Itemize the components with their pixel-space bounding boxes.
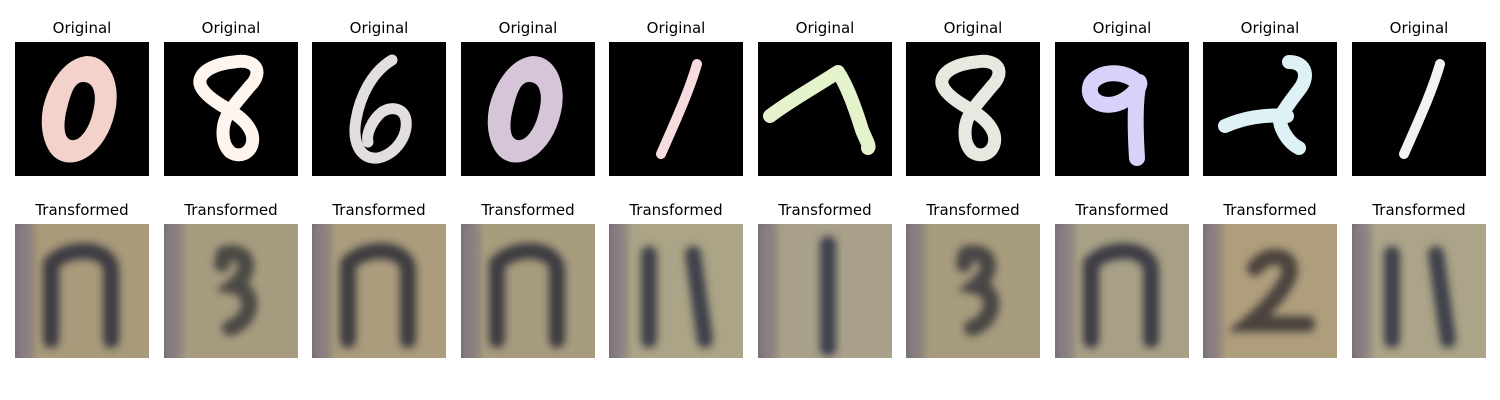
digit-stroke-8 [193,54,264,162]
original-title: Original [943,19,1003,37]
original-image [312,42,446,176]
original-image [609,42,743,176]
transformed-glyph [43,243,119,348]
original-title: Original [1240,19,1300,37]
transformed-image [1352,224,1486,358]
original-image [1352,42,1486,176]
transformed-image [906,224,1040,358]
original-title: Original [1092,19,1152,37]
original-title: Original [646,19,706,37]
transformed-image [1203,224,1337,358]
transformed-glyph [1384,246,1456,348]
transformed-title: Transformed [1372,201,1466,219]
digit-stroke-2 [1218,55,1312,155]
transformed-title: Transformed [629,201,723,219]
transformed-image [609,224,743,358]
digit-stroke-1 [1399,59,1445,159]
digit-stroke-1 [656,59,702,159]
original-image [758,42,892,176]
transformed-title: Transformed [778,201,872,219]
transformed-glyph [489,243,565,348]
transformed-image [312,224,446,358]
original-image [461,42,595,176]
transformed-title: Transformed [332,201,426,219]
original-image [906,42,1040,176]
original-image [1203,42,1337,176]
original-title: Original [349,19,409,37]
original-title: Original [498,19,558,37]
transformed-glyph [1227,249,1315,332]
transformed-glyph [641,246,713,348]
original-image [1055,42,1189,176]
transformed-glyph [214,245,258,336]
transformed-glyph [340,243,416,348]
original-title: Original [1389,19,1449,37]
digit-stroke-6 [349,54,412,164]
original-image [15,42,149,176]
transformed-glyph [956,245,1000,336]
transformed-title: Transformed [184,201,278,219]
transformed-title: Transformed [1223,201,1317,219]
transformed-image [758,224,892,358]
transformed-image [164,224,298,358]
transformed-glyph [1083,243,1159,348]
transformed-title: Transformed [481,201,575,219]
transformed-title: Transformed [35,201,129,219]
original-image [164,42,298,176]
transformed-image [461,224,595,358]
original-title: Original [201,19,261,37]
transformed-image [1055,224,1189,358]
transformed-title: Transformed [926,201,1020,219]
digit-stroke-8 [935,54,1006,162]
digit-stroke-9 [1081,65,1148,166]
digit-stroke-0 [41,56,117,163]
digit-stroke-0 [487,56,563,163]
original-title: Original [52,19,112,37]
transformed-image [15,224,149,358]
original-title: Original [795,19,855,37]
digit-stroke-7 [763,65,876,155]
transformed-title: Transformed [1075,201,1169,219]
